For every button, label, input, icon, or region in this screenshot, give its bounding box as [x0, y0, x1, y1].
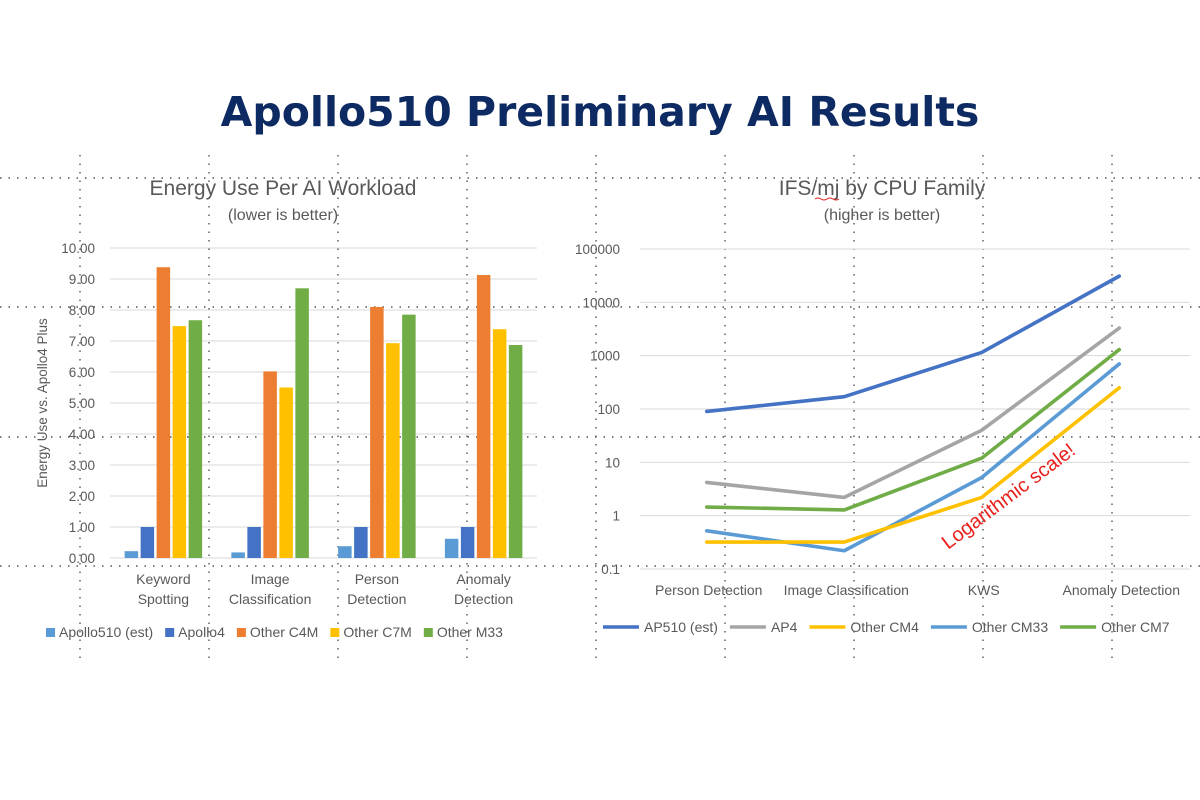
bar-other-c4m-1: [263, 371, 277, 558]
bar-apollo4-1: [247, 527, 261, 558]
bar-other-c4m-0: [156, 267, 171, 558]
line-y-tick-label: 10: [605, 455, 620, 470]
bar-category-label: Image: [251, 571, 290, 587]
line-legend-label: AP4: [771, 619, 798, 635]
bar-y-tick-label: 7.00: [69, 334, 95, 349]
line-series-other-cm7: [704, 347, 1122, 512]
bar-legend-label: Other C4M: [250, 624, 318, 640]
bar-y-tick-label: 3.00: [69, 458, 95, 473]
bar-y-tick-label: 2.00: [69, 489, 95, 504]
bar-legend-swatch: [46, 628, 55, 637]
bar-y-tick-label: 9.00: [69, 272, 95, 287]
bar-category-label: Detection: [347, 591, 406, 607]
line-y-tick-label: 0.1: [601, 562, 620, 577]
energy-bar-chart: Energy Use Per AI Workload (lower is bet…: [35, 177, 537, 640]
line-legend-label: Other CM4: [850, 619, 919, 635]
bar-y-tick-label: 6.00: [69, 365, 95, 380]
bar-other-m33-1: [295, 288, 309, 558]
line-category-label: Image Classification: [784, 582, 909, 598]
bar-other-m33-0: [188, 320, 203, 558]
bar-chart-bars: [124, 267, 523, 558]
bar-category-label: Classification: [229, 591, 311, 607]
line-category-label: KWS: [968, 582, 1000, 598]
line-y-tick-label: 1000: [590, 349, 620, 364]
bar-y-tick-label: 4.00: [69, 427, 95, 442]
bar-category-label: Person: [355, 571, 399, 587]
page-title: Apollo510 Preliminary AI Results: [220, 88, 980, 136]
bar-apollo510-est--3: [444, 538, 459, 558]
bar-apollo510-est--2: [338, 546, 352, 558]
bar-chart-y-ticks: 0.00 1.00 2.00 3.00 4.00 5.00 6.00 7.00 8.00 9.00…: [61, 241, 95, 566]
bar-chart-title: Energy Use Per AI Workload: [150, 177, 417, 200]
bar-other-c7m-1: [279, 387, 293, 558]
bar-category-label: Spotting: [138, 591, 189, 607]
bar-apollo4-3: [460, 527, 475, 558]
bar-y-tick-label: 8.00: [69, 303, 95, 318]
bar-other-c7m-2: [386, 343, 400, 558]
bar-apollo510-est--0: [124, 551, 139, 558]
line-legend-label: AP510 (est): [644, 619, 718, 635]
line-legend-label: Other CM7: [1101, 619, 1170, 635]
line-chart-y-ticks: 0.1 1 10 100 1000 10000 100000: [575, 242, 620, 577]
bar-legend-swatch: [330, 628, 340, 637]
line-series-other-cm4: [704, 385, 1122, 544]
line-chart-categories: Person Detection Image Classification KWS A…: [655, 582, 1180, 598]
bar-other-c7m-3: [492, 329, 507, 558]
bar-y-tick-label: 5.00: [69, 396, 95, 411]
bar-category-label: Anomaly: [456, 571, 510, 587]
bar-y-tick-label: 10.00: [61, 241, 95, 256]
bar-legend-label: Apollo4: [178, 624, 225, 640]
line-y-tick-label: 100000: [575, 242, 620, 257]
line-y-tick-label: 100: [597, 402, 620, 417]
line-chart-series: [704, 274, 1122, 553]
bar-legend-label: Apollo510 (est): [59, 624, 153, 640]
bar-category-label: Keyword: [136, 571, 190, 587]
line-y-tick-label: 1: [612, 509, 620, 524]
bar-chart-y-axis-label: Energy Use vs. Apollo4 Plus: [35, 318, 50, 488]
line-legend-label: Other CM33: [972, 619, 1048, 635]
bar-other-m33-2: [402, 314, 416, 558]
bar-other-c4m-2: [370, 306, 384, 558]
line-series-ap4: [704, 326, 1122, 500]
bar-apollo4-0: [140, 527, 155, 558]
line-chart-subtitle: (higher is better): [824, 207, 941, 224]
bar-y-tick-label: 1.00: [69, 520, 95, 535]
bar-chart-categories: Keyword Spotting Image Classification Person…: [136, 571, 513, 607]
line-chart-legend: AP510 (est) AP4 Other CM4 Other CM33 Other C…: [603, 619, 1170, 635]
line-category-label: Person Detection: [655, 582, 762, 598]
bar-category-label: Detection: [454, 591, 513, 607]
bar-other-c7m-0: [172, 326, 187, 558]
bar-chart-subtitle: (lower is better): [228, 207, 338, 224]
bar-legend-swatch: [423, 628, 433, 637]
line-category-label: Anomaly Detection: [1062, 582, 1180, 598]
line-series-ap510-est-: [704, 274, 1122, 414]
bar-legend-swatch: [236, 628, 246, 637]
bar-other-c4m-3: [476, 274, 491, 558]
bar-legend-label: Other C7M: [343, 624, 411, 640]
spellcheck-underline: [814, 197, 840, 201]
bar-legend-label: Other M33: [437, 624, 503, 640]
line-y-tick-label: 10000: [582, 295, 620, 310]
bar-apollo510-est--1: [231, 552, 245, 558]
bar-other-m33-3: [508, 345, 523, 558]
bar-y-tick-label: 0.00: [69, 551, 95, 566]
line-chart-title: IFS/mj by CPU Family: [779, 177, 986, 200]
bar-legend-swatch: [165, 628, 175, 637]
bar-chart-legend: Apollo510 (est) Apollo4 Other C4M Other C7M…: [46, 624, 503, 640]
bar-apollo4-2: [354, 527, 368, 558]
